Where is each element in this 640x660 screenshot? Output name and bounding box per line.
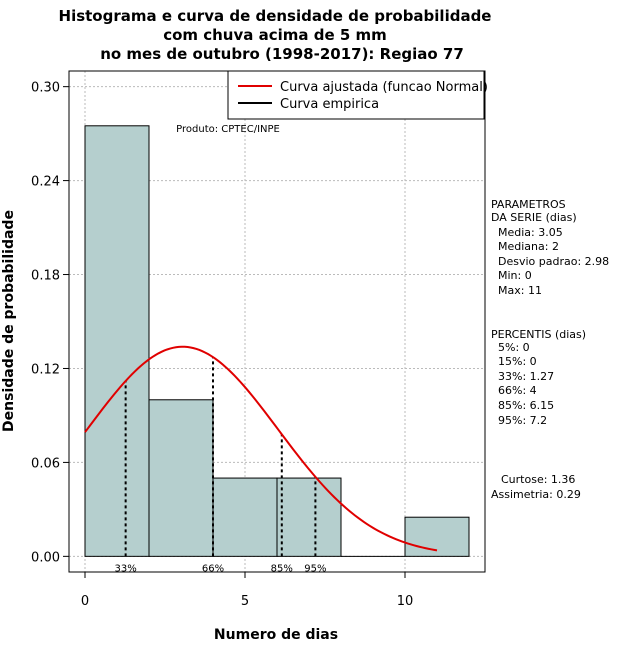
y-tick-label: 0.24 [31,175,60,190]
x-tick-label: 10 [397,594,414,609]
params-header-1: PARAMETROS [491,198,566,211]
stat-curtose: Curtose: 1.36 [501,473,575,486]
percentil-85: 85%: 6.15 [498,399,554,412]
y-tick-label: 0.30 [31,81,60,96]
x-tick-label: 0 [81,594,89,609]
param-mediana: Mediana: 2 [498,240,559,253]
y-tick-label: 0.00 [31,550,60,565]
legend-box [227,70,485,120]
percentil-66: 66%: 4 [498,384,537,397]
histogram-bar [84,125,150,557]
chart-title: Histograma e curva de densidade de proba… [59,7,492,63]
param-desvio: Desvio padrao: 2.98 [498,255,609,268]
normal-curve-line [84,345,438,552]
x-axis-title: Numero de dias [214,627,338,643]
percentil-5: 5%: 0 [498,341,530,354]
histogram-bars [84,125,470,557]
percentile-label: 95% [304,563,326,574]
statistics-sidebar: PARAMETROS DA SERIE (dias) Media: 3.05 M… [491,198,609,501]
legend: Curva ajustada (funcao Normal) Curva emp… [227,70,488,120]
stat-assimetria: Assimetria: 0.29 [491,488,581,501]
param-max: Max: 11 [498,284,542,297]
params-header-2: DA SERIE (dias) [491,211,577,224]
y-axis-title: Densidade de probabilidade [1,210,17,432]
y-tick-label: 0.06 [31,456,60,471]
percentile-label: 85% [271,563,293,574]
percentile-label: 33% [115,563,137,574]
percentil-33: 33%: 1.27 [498,370,554,383]
histogram-bar [276,477,342,557]
histogram-bar [212,477,278,557]
legend-label-normal: Curva ajustada (funcao Normal) [280,80,488,95]
title-line-2: com chuva acima de 5 mm [163,26,387,44]
title-line-1: Histograma e curva de densidade de proba… [59,7,492,25]
percentile-label: 66% [202,563,224,574]
histogram-bar [148,399,214,557]
title-line-3: no mes de outubro (1998-2017): Regiao 77 [100,45,464,63]
x-tick-label: 5 [241,594,249,609]
normal-curve [84,345,438,552]
percentil-95: 95%: 7.2 [498,414,547,427]
percentis-header: PERCENTIS (dias) [491,328,586,341]
product-annotation: Produto: CPTEC/INPE [176,124,280,135]
y-tick-label: 0.18 [31,269,60,284]
percentil-15: 15%: 0 [498,355,537,368]
param-media: Media: 3.05 [498,226,563,239]
percentile-lines: 33% 66% 85% 95% [115,357,327,574]
legend-label-empirical: Curva empirica [280,97,379,112]
axes: 0.00 0.06 0.12 0.18 0.24 0.30 0 5 10 [31,70,486,609]
param-min: Min: 0 [498,269,532,282]
histogram-bar [404,516,470,557]
y-tick-label: 0.12 [31,362,60,377]
